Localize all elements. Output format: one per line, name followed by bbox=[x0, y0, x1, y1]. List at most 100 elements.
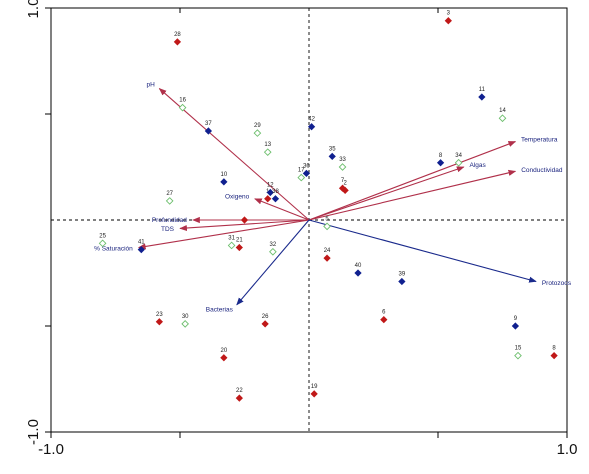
point-label: 12 bbox=[267, 182, 274, 188]
point-label: 36 bbox=[303, 163, 310, 169]
data-point bbox=[514, 351, 522, 360]
data-point bbox=[302, 169, 311, 177]
vector-label: pH bbox=[147, 82, 156, 89]
point-label: 21 bbox=[236, 238, 243, 244]
point-label: 33 bbox=[339, 157, 346, 163]
vector-arrow bbox=[254, 198, 310, 221]
data-point bbox=[478, 93, 486, 101]
vector-arrow bbox=[236, 219, 310, 306]
data-point bbox=[380, 316, 388, 324]
data-point bbox=[354, 269, 362, 277]
data-point bbox=[235, 243, 243, 252]
data-point bbox=[253, 129, 262, 137]
data-point bbox=[550, 352, 558, 360]
data-point bbox=[261, 320, 269, 328]
point-label: 8 bbox=[552, 346, 556, 352]
data-point bbox=[398, 277, 406, 286]
vector-arrow bbox=[137, 219, 310, 250]
point-label: 28 bbox=[174, 32, 181, 38]
data-point bbox=[454, 158, 463, 167]
point-label: 31 bbox=[228, 235, 235, 241]
point-label: 10 bbox=[221, 172, 228, 178]
x-tick-label: 1.0 bbox=[557, 441, 578, 458]
point-label: 2 bbox=[343, 180, 347, 186]
vector-label: Bacterias bbox=[206, 306, 234, 313]
data-point bbox=[323, 254, 331, 262]
vector-label: % Saturación bbox=[94, 246, 133, 253]
point-label: 23 bbox=[156, 312, 163, 318]
point-label: 37 bbox=[205, 121, 212, 127]
data-point bbox=[165, 197, 174, 205]
vector-label: Profundidad bbox=[152, 217, 187, 224]
point-label: 26 bbox=[262, 314, 269, 320]
point-label: 3 bbox=[447, 11, 451, 17]
point-label: 32 bbox=[270, 242, 277, 248]
point-label: 38 bbox=[272, 189, 279, 195]
vector-arrow bbox=[308, 166, 465, 221]
data-point bbox=[436, 159, 445, 167]
vector-label: Temperatura bbox=[521, 136, 558, 143]
data-point bbox=[227, 241, 236, 250]
point-label: 35 bbox=[329, 146, 336, 152]
point-label: 22 bbox=[236, 388, 243, 394]
data-point bbox=[498, 114, 507, 123]
vector-arrow bbox=[179, 219, 310, 232]
x-tick-label: -1.0 bbox=[38, 441, 64, 458]
point-label: 13 bbox=[264, 142, 271, 148]
data-point bbox=[220, 354, 228, 362]
point-label: 16 bbox=[179, 98, 186, 104]
data-point bbox=[338, 163, 347, 171]
point-label: 29 bbox=[254, 123, 261, 129]
y-tick-label: 1.0 bbox=[25, 0, 42, 18]
data-point bbox=[328, 152, 336, 161]
data-point bbox=[310, 390, 318, 398]
point-label: 42 bbox=[308, 117, 315, 123]
point-label: 34 bbox=[455, 153, 462, 159]
vector-arrow bbox=[158, 88, 310, 221]
point-label: 40 bbox=[355, 263, 362, 269]
data-point bbox=[444, 17, 452, 25]
data-point bbox=[173, 38, 182, 46]
point-label: 14 bbox=[499, 108, 506, 114]
point-label: 17 bbox=[298, 168, 305, 174]
data-point bbox=[178, 103, 187, 112]
data-point bbox=[271, 195, 280, 203]
data-point bbox=[264, 195, 272, 203]
data-point bbox=[511, 322, 520, 330]
vector-arrow bbox=[308, 141, 517, 221]
vector-label: TDS bbox=[161, 226, 175, 233]
data-point bbox=[323, 222, 331, 231]
point-label: 9 bbox=[514, 316, 518, 322]
data-point bbox=[181, 320, 189, 328]
data-point bbox=[220, 178, 228, 186]
data-point bbox=[269, 247, 277, 256]
vector-label: Conductividad bbox=[521, 167, 563, 174]
data-point bbox=[137, 246, 145, 254]
point-label: 15 bbox=[515, 346, 522, 352]
point-label: 5 bbox=[325, 216, 329, 222]
point-label: 39 bbox=[399, 271, 406, 277]
y-tick-label: -1.0 bbox=[25, 419, 42, 445]
data-point bbox=[307, 123, 316, 131]
point-label: 6 bbox=[382, 310, 386, 316]
point-label: 7 bbox=[341, 178, 345, 184]
point-label: 41 bbox=[138, 240, 145, 246]
vector-arrow bbox=[308, 169, 517, 221]
point-label: 20 bbox=[221, 348, 228, 354]
data-point bbox=[204, 127, 213, 135]
point-label: 30 bbox=[182, 314, 189, 320]
point-label: 25 bbox=[99, 233, 106, 239]
point-label: 11 bbox=[479, 87, 486, 93]
data-point bbox=[297, 173, 306, 182]
data-point bbox=[155, 318, 163, 326]
data-point bbox=[98, 239, 107, 248]
point-label: 24 bbox=[324, 248, 331, 254]
data-point bbox=[263, 148, 272, 156]
data-point bbox=[341, 186, 349, 194]
vector-label: Protozoos bbox=[542, 280, 572, 287]
data-point bbox=[235, 394, 243, 402]
vector-label: Oxigeno bbox=[225, 194, 250, 201]
data-point bbox=[266, 188, 274, 197]
